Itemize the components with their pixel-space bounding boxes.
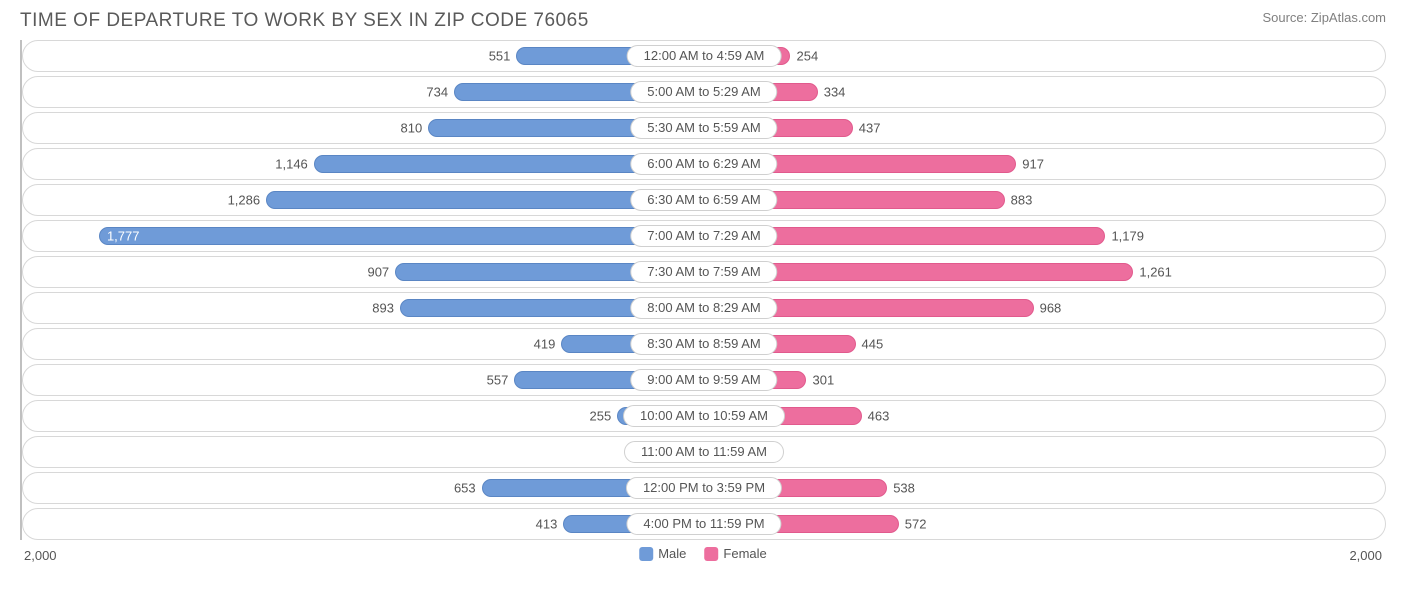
chart-row: 1,286 883 6:30 AM to 6:59 AM (22, 184, 1386, 216)
chart-row: 1371911:00 AM to 11:59 AM (22, 436, 1386, 468)
chart-row: 413 572 4:00 PM to 11:59 PM (22, 508, 1386, 540)
male-bar (99, 227, 704, 245)
butterfly-chart: 551 254 12:00 AM to 4:59 AM 734 334 5:00 AM t… (20, 40, 1386, 540)
male-value: 1,146 (275, 157, 308, 172)
female-value: 1,179 (1111, 229, 1144, 244)
chart-header: TIME OF DEPARTURE TO WORK BY SEX IN ZIP … (20, 10, 1386, 32)
female-value: 437 (859, 121, 881, 136)
male-value: 653 (454, 481, 476, 496)
category-label: 6:30 AM to 6:59 AM (630, 189, 777, 211)
category-label: 9:00 AM to 9:59 AM (630, 369, 777, 391)
male-value: 551 (489, 49, 511, 64)
chart-row: 255 463 10:00 AM to 10:59 AM (22, 400, 1386, 432)
chart-row: 810 437 5:30 AM to 5:59 AM (22, 112, 1386, 144)
female-value: 572 (905, 517, 927, 532)
female-value: 445 (862, 337, 884, 352)
chart-footer: 2,000 2,000 Male Female (20, 546, 1386, 570)
male-value: 893 (372, 301, 394, 316)
female-value: 968 (1040, 301, 1062, 316)
legend-swatch (639, 547, 653, 561)
category-label: 4:00 PM to 11:59 PM (626, 513, 781, 535)
chart-source: Source: ZipAtlas.com (1262, 10, 1386, 25)
male-value: 1,777 (107, 229, 140, 244)
legend-item: Male (639, 546, 686, 561)
chart-row: 557 301 9:00 AM to 9:59 AM (22, 364, 1386, 396)
legend-swatch (704, 547, 718, 561)
female-value: 301 (812, 373, 834, 388)
category-label: 8:30 AM to 8:59 AM (630, 333, 777, 355)
category-label: 11:00 AM to 11:59 AM (624, 441, 784, 463)
female-value: 254 (796, 49, 818, 64)
axis-max-right: 2,000 (1349, 548, 1382, 563)
male-value: 413 (536, 517, 558, 532)
female-value: 917 (1022, 157, 1044, 172)
chart-row: 551 254 12:00 AM to 4:59 AM (22, 40, 1386, 72)
category-label: 12:00 PM to 3:59 PM (626, 477, 782, 499)
male-value: 734 (426, 85, 448, 100)
male-value: 810 (401, 121, 423, 136)
category-label: 5:30 AM to 5:59 AM (630, 117, 777, 139)
male-value: 557 (487, 373, 509, 388)
female-value: 463 (868, 409, 890, 424)
category-label: 12:00 AM to 4:59 AM (627, 45, 782, 67)
axis-max-left: 2,000 (24, 548, 57, 563)
male-value: 255 (589, 409, 611, 424)
legend: Male Female (639, 546, 767, 561)
category-label: 7:00 AM to 7:29 AM (630, 225, 777, 247)
category-label: 8:00 AM to 8:29 AM (630, 297, 777, 319)
chart-row: 734 334 5:00 AM to 5:29 AM (22, 76, 1386, 108)
male-value: 907 (367, 265, 389, 280)
category-label: 7:30 AM to 7:59 AM (630, 261, 777, 283)
chart-row: 1,777 1,179 7:00 AM to 7:29 AM (22, 220, 1386, 252)
female-value: 334 (824, 85, 846, 100)
chart-row: 1,146 917 6:00 AM to 6:29 AM (22, 148, 1386, 180)
category-label: 10:00 AM to 10:59 AM (623, 405, 785, 427)
legend-label: Female (723, 546, 766, 561)
chart-title: TIME OF DEPARTURE TO WORK BY SEX IN ZIP … (20, 10, 589, 32)
chart-row: 419 445 8:30 AM to 8:59 AM (22, 328, 1386, 360)
male-value: 1,286 (228, 193, 261, 208)
female-value: 1,261 (1139, 265, 1172, 280)
category-label: 5:00 AM to 5:29 AM (630, 81, 777, 103)
legend-label: Male (658, 546, 686, 561)
chart-row: 653 538 12:00 PM to 3:59 PM (22, 472, 1386, 504)
category-label: 6:00 AM to 6:29 AM (630, 153, 777, 175)
female-value: 883 (1011, 193, 1033, 208)
male-value: 419 (534, 337, 556, 352)
female-value: 538 (893, 481, 915, 496)
legend-item: Female (704, 546, 766, 561)
chart-row: 893 968 8:00 AM to 8:29 AM (22, 292, 1386, 324)
chart-row: 907 1,261 7:30 AM to 7:59 AM (22, 256, 1386, 288)
